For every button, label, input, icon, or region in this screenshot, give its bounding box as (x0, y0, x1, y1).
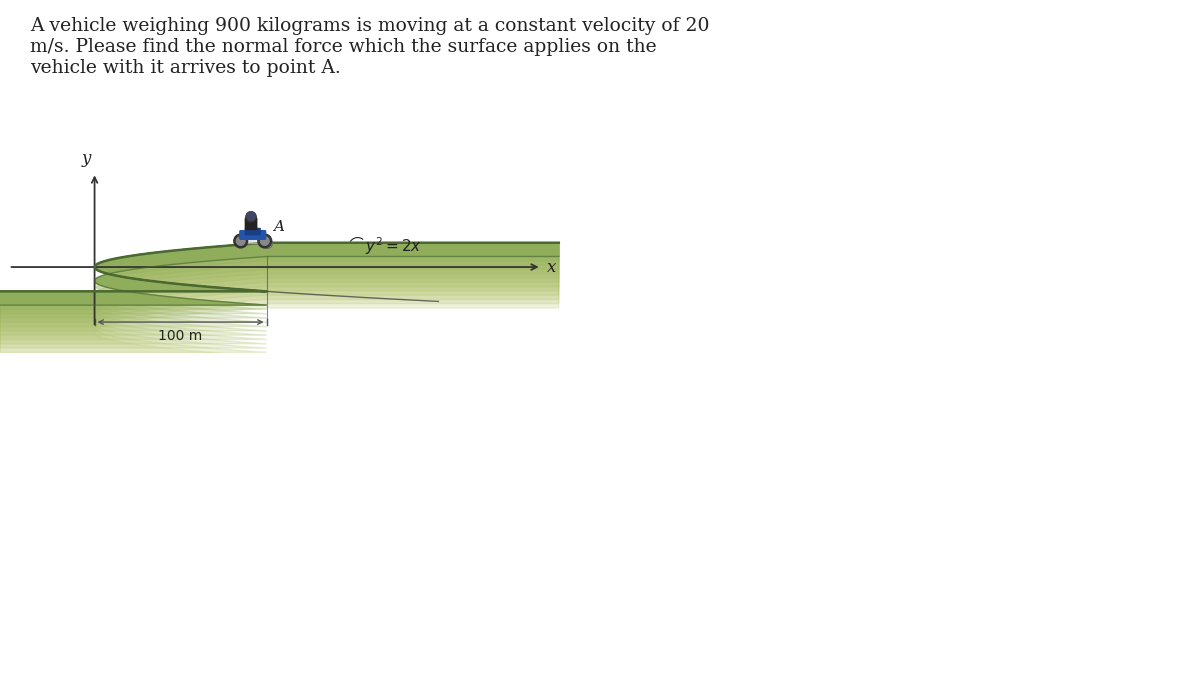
Ellipse shape (235, 239, 270, 244)
Polygon shape (0, 243, 559, 335)
FancyBboxPatch shape (245, 228, 260, 235)
Text: 100 m: 100 m (158, 329, 203, 343)
Circle shape (260, 237, 269, 245)
Polygon shape (0, 243, 559, 305)
Text: A: A (274, 220, 284, 234)
Circle shape (258, 234, 271, 248)
Polygon shape (0, 243, 559, 348)
Polygon shape (0, 243, 559, 318)
Polygon shape (0, 243, 559, 339)
Polygon shape (0, 243, 559, 322)
Polygon shape (0, 243, 559, 331)
Text: A vehicle weighing 900 kilograms is moving at a constant velocity of 20
m/s. Ple: A vehicle weighing 900 kilograms is movi… (30, 17, 709, 77)
Text: y: y (82, 151, 91, 167)
Text: x: x (547, 259, 556, 276)
Circle shape (236, 237, 245, 245)
Circle shape (246, 212, 256, 222)
Polygon shape (0, 243, 559, 327)
Circle shape (234, 234, 247, 248)
FancyBboxPatch shape (245, 218, 257, 230)
Polygon shape (0, 243, 559, 344)
Polygon shape (0, 243, 559, 310)
Circle shape (247, 212, 256, 221)
Text: $y^2 = 2x$: $y^2 = 2x$ (365, 235, 421, 257)
Polygon shape (0, 243, 559, 353)
FancyBboxPatch shape (240, 230, 265, 239)
Polygon shape (0, 243, 559, 314)
Polygon shape (0, 243, 559, 357)
